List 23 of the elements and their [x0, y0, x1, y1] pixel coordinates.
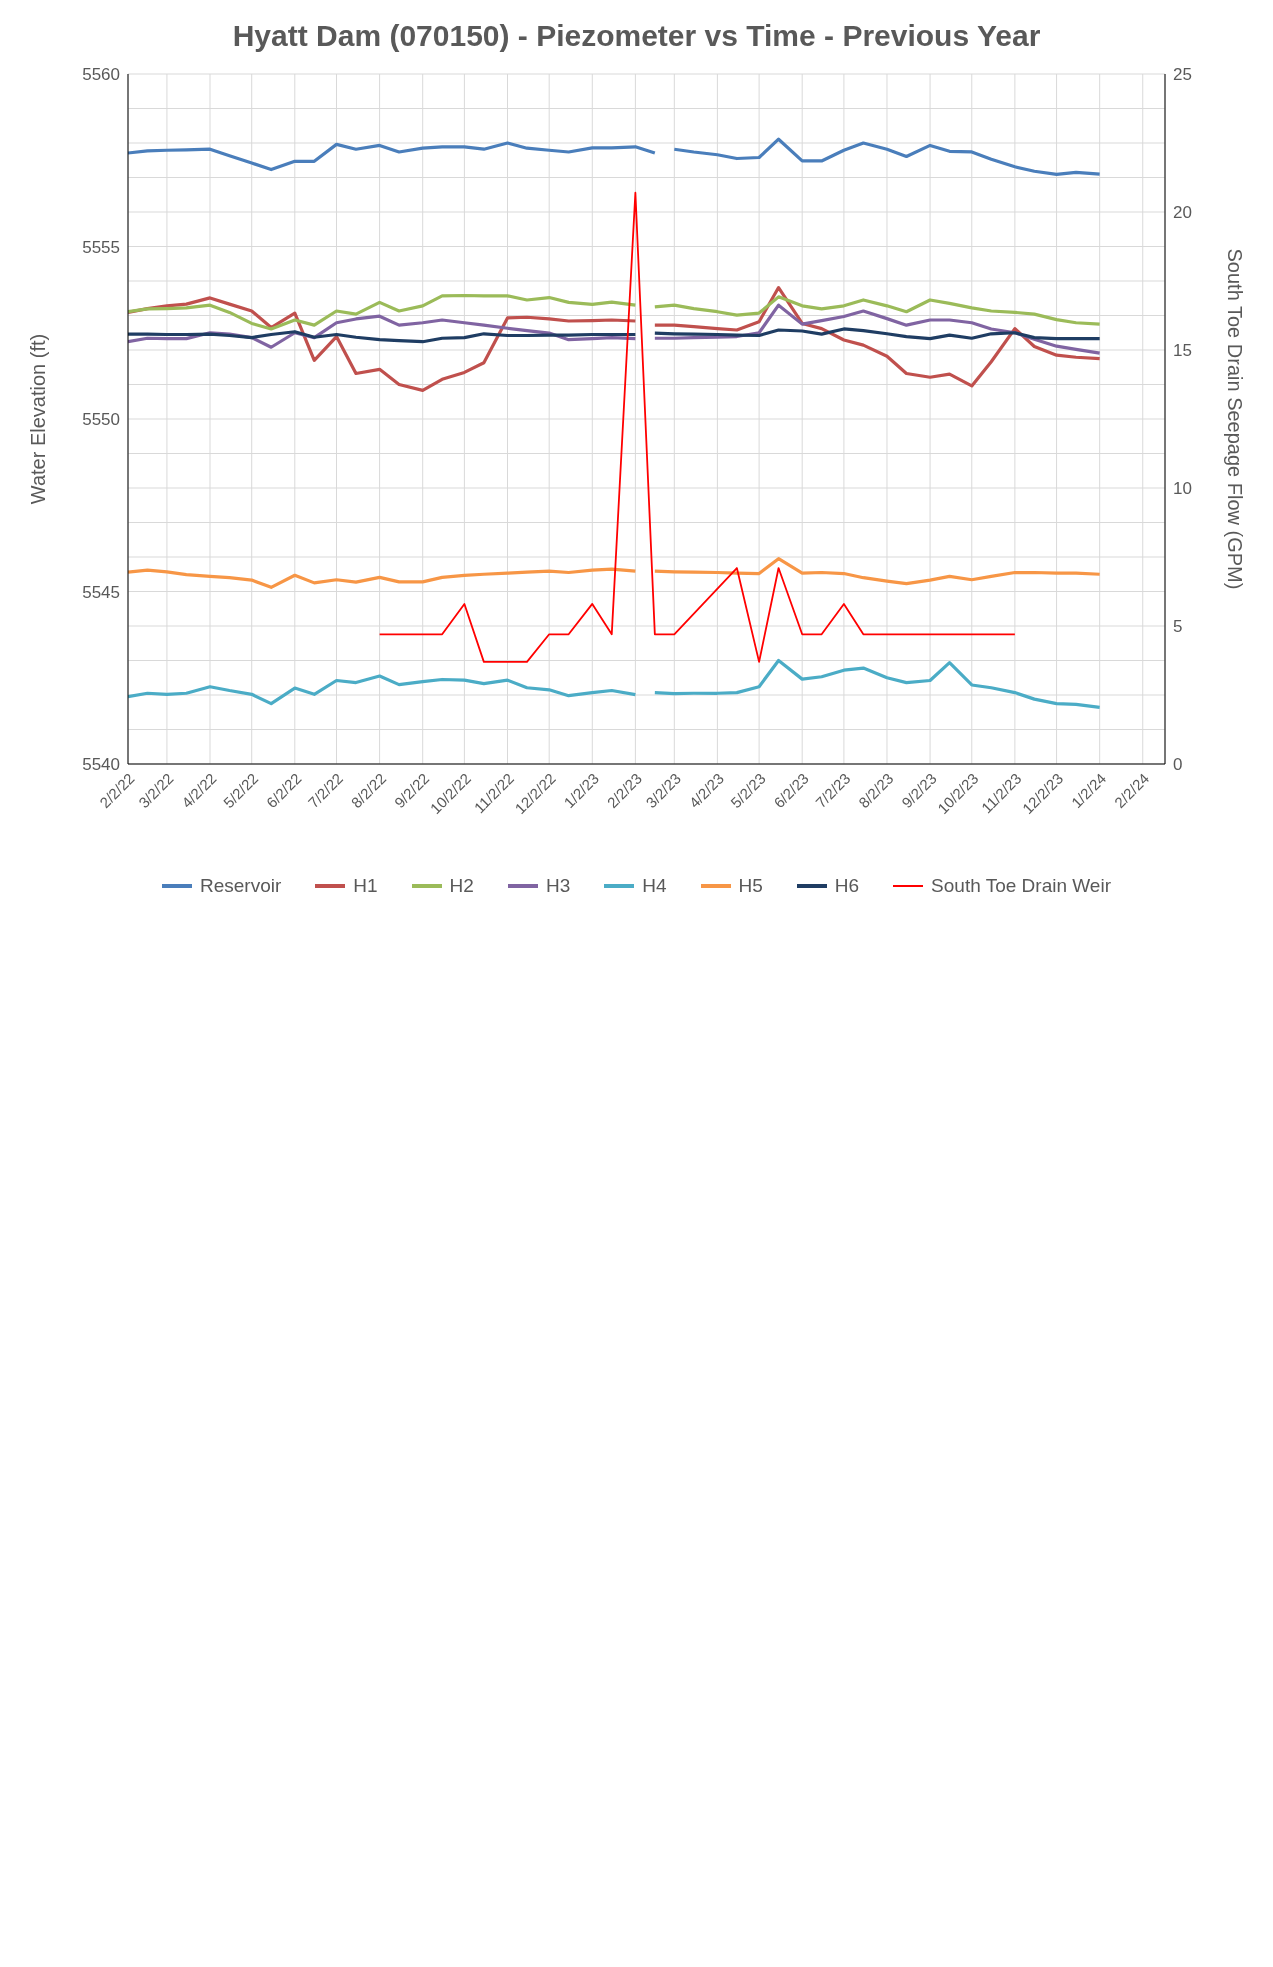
y2-tick-label: 10: [1173, 479, 1192, 499]
y2-axis-title: South Toe Drain Seepage Flow (GPM): [1223, 248, 1246, 590]
y-axis-title: Water Elevation (ft): [27, 333, 50, 505]
y2-tick-label: 15: [1173, 341, 1192, 361]
y-tick-label: 5540: [82, 755, 120, 775]
y2-tick-label: 0: [1173, 755, 1183, 775]
line-series: [378, 191, 1016, 663]
legend-label: South Toe Drain Weir: [931, 875, 1111, 897]
y2-tick-label: 25: [1173, 65, 1192, 85]
y-tick-label: 5555: [82, 237, 120, 257]
legend-label: H6: [834, 875, 860, 897]
y-tick-label: 5550: [82, 410, 120, 430]
y-tick-label: 5560: [82, 65, 120, 85]
y-tick-label: 5545: [82, 582, 120, 602]
legend-label: H5: [738, 875, 763, 897]
chart-title: Hyatt Dam (070150) - Piezometer vs Time - Previous Year: [231, 18, 1042, 54]
legend-label: H2: [449, 875, 474, 897]
legend-label: Reservoir: [200, 875, 282, 897]
legend-label: H3: [545, 875, 571, 897]
y2-tick-label: 5: [1173, 617, 1183, 637]
y2-tick-label: 20: [1173, 203, 1192, 223]
legend-label: H1: [353, 875, 378, 897]
legend-label: H4: [642, 875, 667, 897]
